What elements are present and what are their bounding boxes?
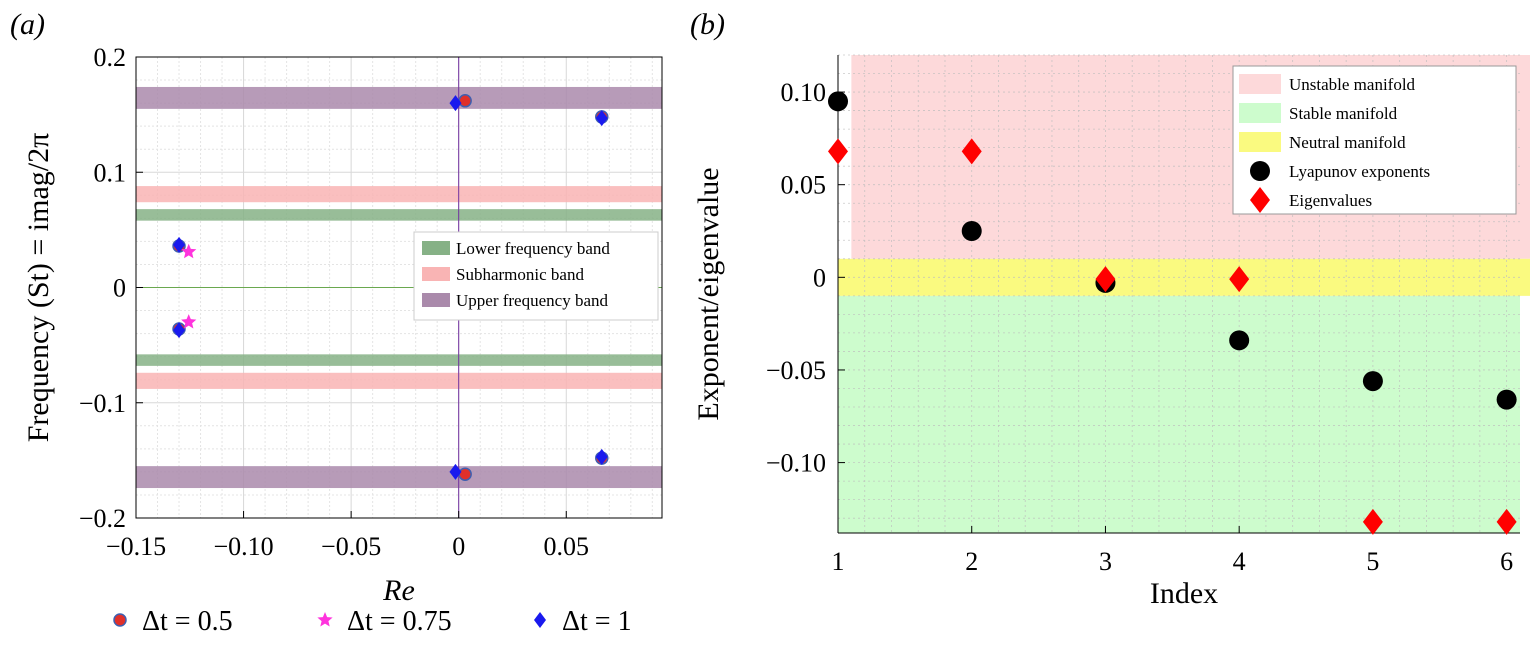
legend-swatch <box>1239 103 1281 123</box>
point-circle <box>458 94 472 108</box>
y-tick-label: 0 <box>813 263 826 292</box>
point-diamond <box>595 110 608 127</box>
band-lower-frequency-band <box>136 354 662 366</box>
point-star <box>181 314 197 329</box>
y-tick-label: −0.10 <box>766 449 826 478</box>
legend-swatch <box>1239 132 1281 152</box>
x-tick-label: 2 <box>965 547 978 576</box>
legend-label-dt: Δt = 1 <box>562 606 632 637</box>
x-tick-label: 5 <box>1366 547 1379 576</box>
legend-label: Neutral manifold <box>1289 133 1406 152</box>
legend-swatch <box>1239 74 1281 94</box>
legend-label: Unstable manifold <box>1289 75 1416 94</box>
legend-label: Stable manifold <box>1289 104 1398 123</box>
x-tick-label: 1 <box>832 547 845 576</box>
x-tick-label: 0.05 <box>544 532 590 561</box>
point-diamond <box>173 236 186 253</box>
legend-marker-diamond <box>534 612 546 628</box>
region-stable <box>838 295 1520 533</box>
point-eigenvalue <box>1095 266 1116 293</box>
point-diamond <box>449 95 462 112</box>
x-tick-label: 6 <box>1500 547 1513 576</box>
legend-label-dt: Δt = 0.5 <box>142 606 233 637</box>
band-lower-frequency-band <box>136 209 662 221</box>
x-tick-label: −0.15 <box>106 532 166 561</box>
x-axis-label: Re <box>382 574 415 607</box>
y-tick-label: −0.05 <box>766 356 826 385</box>
point-eigenvalue <box>1229 266 1250 293</box>
legend-marker-circle <box>113 613 127 627</box>
legend-label-dt: Δt = 0.75 <box>347 606 452 637</box>
legend-swatch <box>422 241 450 255</box>
y-axis-label: Frequency (St) = imag/2π <box>22 133 55 443</box>
x-axis-label: Index <box>1150 577 1218 610</box>
manifold-legend: Unstable manifold Stable manifold Neutral … <box>1232 65 1517 215</box>
y-tick-label: −0.1 <box>79 389 126 418</box>
legend-marker-star <box>317 612 333 627</box>
band-upper-frequency-band <box>136 86 662 109</box>
panel-b: 0.10 0.05 0 −0.05 −0.10 1 2 3 4 5 6 Index Exponent/e… <box>690 8 1530 610</box>
legend-marker-circle <box>1250 161 1270 181</box>
legend-marker-diamond <box>1250 187 1270 213</box>
x-tick-label: −0.10 <box>213 532 273 561</box>
point-eigenvalue <box>1496 508 1517 535</box>
x-tick-label: 4 <box>1233 547 1246 576</box>
y-tick-label: 0 <box>113 274 126 303</box>
point-eigenvalue <box>1362 508 1383 535</box>
band-upper-frequency-band <box>136 466 662 489</box>
point-star <box>181 243 197 259</box>
y-tick-label: 0.05 <box>781 171 827 200</box>
x-tick-label: 0 <box>452 532 465 561</box>
panel-label-a: (a) <box>10 8 45 41</box>
legend-swatch <box>422 267 450 281</box>
panel-a: −0.2−0.100.10.2−0.15 −0.10 −0.05 0 0.05ReFre… <box>10 8 663 607</box>
legend-box <box>413 231 659 321</box>
panel-label-b: (b) <box>690 8 725 41</box>
y-tick-label: 0.10 <box>781 78 827 107</box>
point-circle <box>458 467 472 481</box>
point-lyapunov-exponent <box>1496 389 1517 410</box>
y-axis-label: Exponent/eigenvalue <box>692 167 725 420</box>
bottom-legend: Δt = 0.5 Δt = 0.75 Δt = 1 <box>113 606 632 637</box>
point-diamond <box>173 322 186 339</box>
band-subharmonic-band <box>136 186 662 203</box>
band-legend: Lower frequency band Subharmonic band Uppe… <box>413 231 659 321</box>
legend-label: Lower frequency band <box>456 239 610 258</box>
x-tick-label: −0.05 <box>321 532 381 561</box>
legend-label: Eigenvalues <box>1289 191 1372 210</box>
point-lyapunov-exponent <box>961 221 982 242</box>
y-tick-label: −0.2 <box>79 504 126 533</box>
y-tick-label: 0.1 <box>94 158 127 187</box>
point-lyapunov-exponent <box>828 91 848 112</box>
band-subharmonic-band <box>136 372 662 389</box>
legend-label: Lyapunov exponents <box>1289 162 1430 181</box>
point-diamond <box>595 448 608 465</box>
point-lyapunov-exponent <box>1362 371 1383 392</box>
legend-label: Subharmonic band <box>456 265 584 284</box>
legend-swatch <box>422 293 450 307</box>
point-eigenvalue <box>828 138 848 165</box>
point-diamond <box>449 463 462 480</box>
y-tick-label: 0.2 <box>94 43 127 72</box>
legend-label: Upper frequency band <box>456 291 608 310</box>
point-lyapunov-exponent <box>1229 330 1250 351</box>
point-eigenvalue <box>961 138 982 165</box>
x-tick-label: 3 <box>1099 547 1112 576</box>
